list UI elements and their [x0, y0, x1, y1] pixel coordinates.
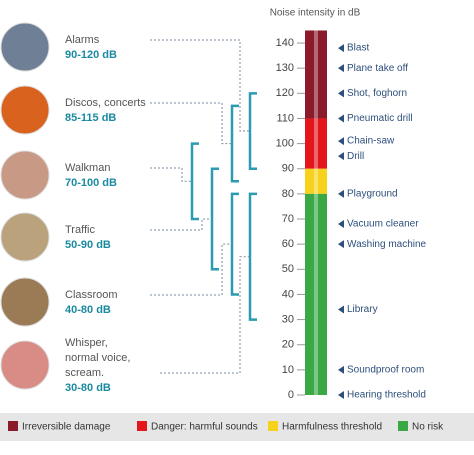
scale-stripe	[314, 30, 318, 395]
source-photo	[0, 340, 50, 390]
marker-label: Soundproof room	[347, 365, 424, 376]
tick-label: 40	[282, 288, 294, 300]
marker-label: Drill	[347, 151, 364, 162]
scale-title: Noise intensity in dB	[270, 8, 361, 19]
source-name: Alarms	[65, 34, 100, 46]
tick-label: 10	[282, 364, 294, 376]
marker	[338, 189, 344, 198]
source-range: 30-80 dB	[65, 382, 111, 394]
marker	[338, 220, 344, 229]
range-bracket	[248, 192, 257, 321]
tick-label: 80	[282, 188, 294, 200]
scale-band	[305, 30, 327, 119]
source-photo	[0, 150, 50, 200]
marker-label: Washing machine	[347, 239, 427, 250]
source-photo	[0, 85, 50, 135]
range-bracket	[190, 142, 199, 221]
source-name: scream.	[65, 367, 104, 379]
marker-label: Blast	[347, 43, 369, 54]
connector	[150, 218, 212, 231]
tick-label: 60	[282, 238, 294, 250]
legend-label: No risk	[412, 422, 444, 433]
tick-label: 50	[282, 263, 294, 275]
source-range: 40-80 dB	[65, 304, 111, 316]
legend-swatch	[137, 421, 147, 431]
marker	[338, 64, 344, 73]
source-name: Whisper,	[65, 337, 108, 349]
marker	[338, 44, 344, 53]
connector	[150, 243, 232, 296]
range-bracket	[248, 92, 257, 170]
tick-label: 120	[276, 87, 294, 99]
source-range: 70-100 dB	[65, 177, 117, 189]
connector	[150, 39, 250, 132]
connector	[160, 256, 250, 374]
legend-label: Harmfulness threshold	[282, 422, 382, 433]
connector	[150, 102, 232, 145]
marker	[338, 240, 344, 249]
legend-label: Danger: harmful sounds	[151, 422, 258, 433]
source-range: 90-120 dB	[65, 49, 117, 61]
tick-label: 140	[276, 37, 294, 49]
tick-label: 110	[276, 112, 294, 124]
source-photo	[0, 277, 50, 327]
scale-band	[305, 193, 327, 395]
legend-swatch	[8, 421, 18, 431]
source-name: Classroom	[65, 289, 118, 301]
source-range: 85-115 dB	[65, 112, 116, 124]
legend-label: Irreversible damage	[22, 422, 111, 433]
marker-label: Playground	[347, 189, 398, 200]
legend-swatch	[398, 421, 408, 431]
tick-label: 20	[282, 339, 294, 351]
range-bracket	[210, 167, 219, 271]
source-photo	[0, 212, 50, 262]
legend-swatch	[268, 421, 278, 431]
tick-label: 30	[282, 313, 294, 325]
marker	[338, 114, 344, 123]
source-name: normal voice,	[65, 352, 130, 364]
tick-label: 130	[276, 62, 294, 74]
tick-label: 90	[282, 163, 294, 175]
source-photo	[0, 22, 50, 72]
range-bracket	[230, 192, 239, 296]
scale-band	[305, 118, 327, 169]
source-name: Discos, concerts	[65, 97, 146, 109]
source-name: Walkman	[65, 162, 110, 174]
marker-label: Pneumatic drill	[347, 113, 413, 124]
source-name: Traffic	[65, 224, 95, 236]
marker-label: Shot, foghorn	[347, 88, 407, 99]
range-bracket	[230, 104, 239, 183]
marker-label: Hearing threshold	[347, 390, 426, 401]
marker	[338, 137, 344, 146]
marker	[338, 89, 344, 98]
legend-bg	[0, 413, 474, 441]
marker	[338, 391, 344, 399]
marker	[338, 305, 344, 314]
marker-label: Vacuum cleaner	[347, 219, 419, 230]
tick-label: 0	[288, 389, 294, 401]
tick-label: 100	[276, 138, 294, 150]
marker-label: Plane take off	[347, 63, 408, 74]
tick-label: 70	[282, 213, 294, 225]
marker	[338, 152, 344, 161]
connector	[150, 167, 192, 182]
source-range: 50-90 dB	[65, 239, 111, 251]
scale-band	[305, 168, 327, 194]
marker-label: Chain-saw	[347, 136, 395, 147]
marker	[338, 365, 344, 374]
marker-label: Library	[347, 304, 378, 315]
